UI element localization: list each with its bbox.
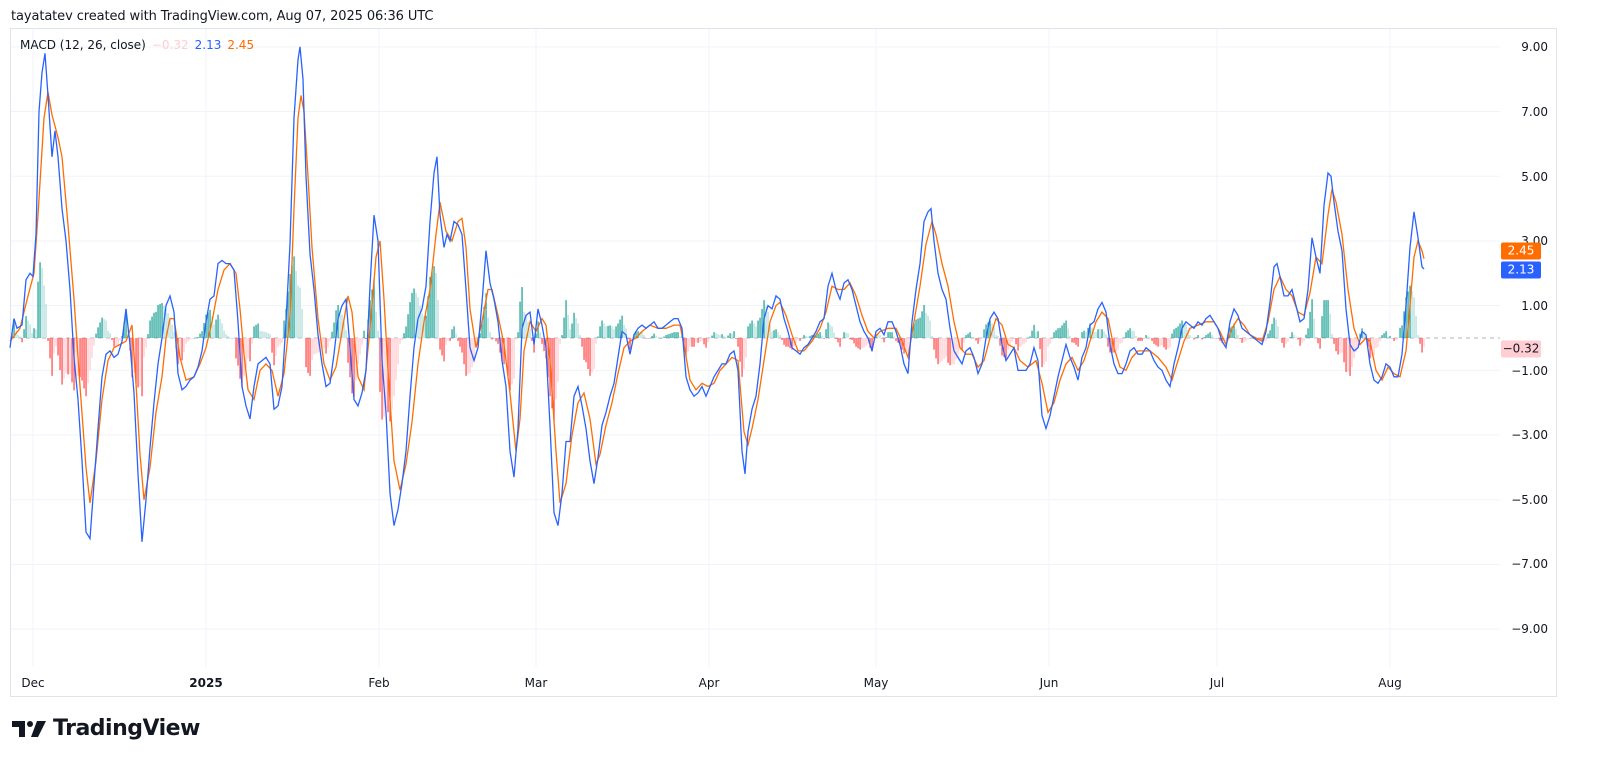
x-tick: Jul [1209, 676, 1225, 690]
macd-line [9, 46, 1425, 542]
chart-caption: tayatatev created with TradingView.com, … [11, 9, 434, 24]
y-tick: −9.00 [1511, 622, 1548, 636]
signal-line [9, 91, 1425, 504]
x-tick: Mar [524, 676, 548, 690]
indicator-legend[interactable]: MACD (12, 26, close) −0.32 2.13 2.45 [20, 38, 254, 52]
grid-lines [11, 29, 1500, 667]
x-tick: May [863, 676, 889, 690]
x-tick: Aug [1378, 676, 1402, 690]
y-tick: 1.00 [1521, 299, 1548, 313]
x-tick: Dec [21, 676, 45, 690]
signal-value-badge: 2.45 [1501, 242, 1541, 260]
y-tick: 5.00 [1521, 170, 1548, 184]
legend-histogram-value: −0.32 [151, 38, 189, 52]
legend-signal-value: 2.45 [227, 38, 255, 52]
x-tick: Apr [698, 676, 720, 690]
x-tick: Feb [368, 676, 390, 690]
histogram-value-badge: −0.32 [1501, 340, 1541, 358]
macd-value-badge: 2.13 [1501, 261, 1541, 279]
y-tick: −7.00 [1511, 557, 1548, 571]
tradingview-logo[interactable]: TradingView [12, 716, 200, 741]
y-tick: 7.00 [1521, 105, 1548, 119]
tradingview-logo-icon [12, 720, 46, 737]
chart-frame [10, 28, 1557, 697]
x-tick: 2025 [189, 676, 223, 690]
x-tick: Jun [1039, 676, 1059, 690]
y-tick: −5.00 [1511, 493, 1548, 507]
y-tick: 9.00 [1521, 40, 1548, 54]
y-tick: −3.00 [1511, 428, 1548, 442]
macd-histogram [11, 256, 1425, 422]
y-tick: −1.00 [1511, 364, 1548, 378]
legend-title: MACD (12, 26, close) [20, 38, 146, 52]
tradingview-logo-text: TradingView [53, 716, 200, 741]
legend-macd-value: 2.13 [194, 38, 222, 52]
